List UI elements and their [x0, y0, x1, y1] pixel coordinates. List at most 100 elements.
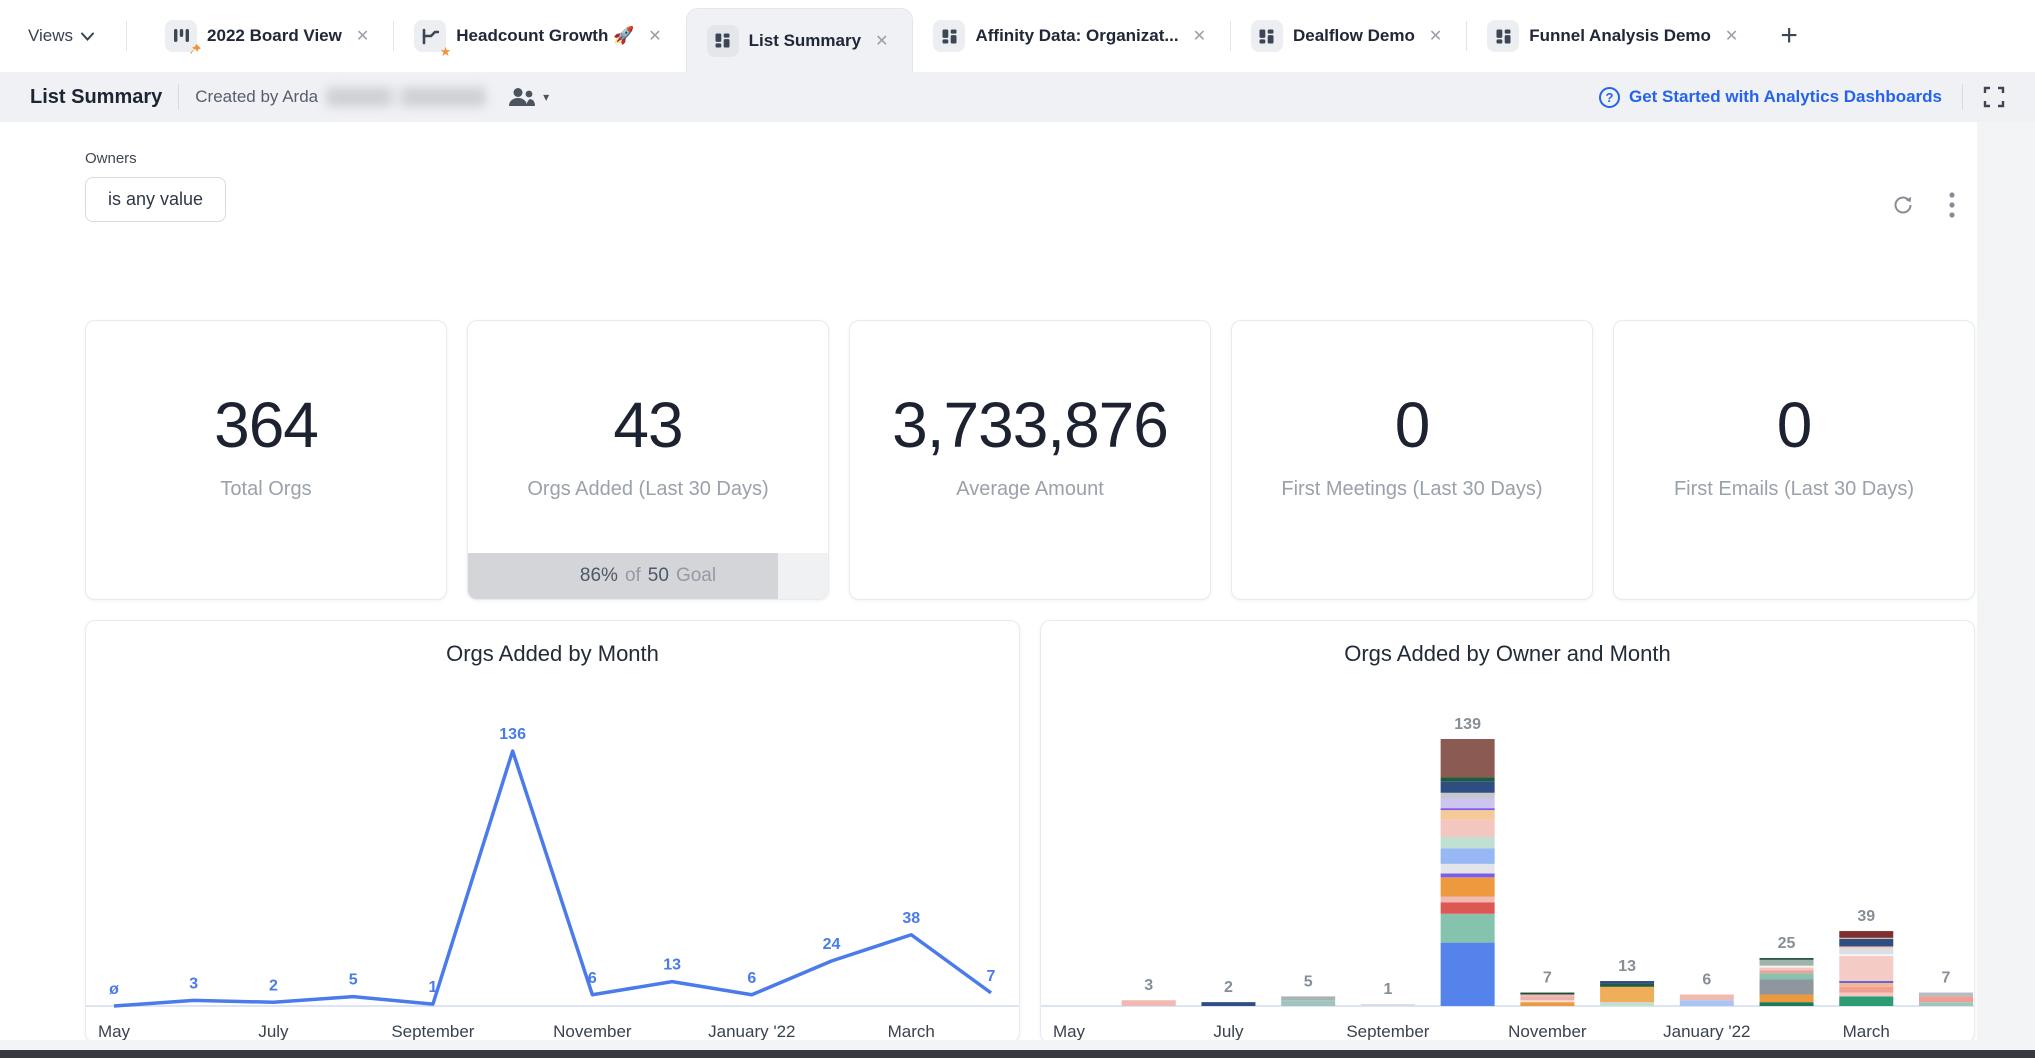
tab-label: Funnel Analysis Demo	[1529, 26, 1711, 45]
bar-chart-title: Orgs Added by Owner and Month	[1344, 641, 1671, 666]
people-icon	[509, 88, 536, 106]
get-started-link[interactable]: ? Get Started with Analytics Dashboards	[1599, 86, 1942, 108]
share-members-button[interactable]: ▾	[508, 87, 549, 107]
svg-text:November: November	[1508, 1022, 1587, 1041]
tab-divider	[1466, 21, 1468, 51]
tab-affinity-data-organizat[interactable]: Affinity Data: Organizat... ✕	[913, 0, 1229, 72]
svg-text:1: 1	[428, 979, 437, 996]
svg-text:3: 3	[189, 975, 198, 992]
line-chart-title: Orgs Added by Month	[446, 641, 659, 666]
tab-headcount-growth[interactable]: ★ Headcount Growth 🚀 ✕	[394, 0, 685, 72]
dashboard-grid-icon	[1250, 20, 1283, 52]
close-tab-icon[interactable]: ✕	[1428, 28, 1443, 45]
svg-text:6: 6	[747, 970, 756, 987]
kpi-value: 0	[1776, 388, 1813, 461]
views-dropdown[interactable]: Views	[28, 26, 108, 46]
svg-text:2: 2	[1224, 979, 1233, 996]
kpi-label: First Meetings (Last 30 Days)	[1281, 477, 1543, 500]
svg-text:1: 1	[1383, 981, 1392, 998]
question-icon: ?	[1599, 86, 1620, 108]
caret-down-icon: ▾	[543, 90, 550, 104]
tab-list-summary[interactable]: List Summary ✕	[685, 8, 914, 72]
svg-text:24: 24	[823, 936, 841, 953]
goal-progress-text: 86% of 50 Goal	[579, 565, 717, 586]
goal-progress-bar: 86% of 50 Goal	[468, 553, 828, 599]
close-tab-icon[interactable]: ✕	[1192, 28, 1206, 45]
close-tab-icon[interactable]: ✕	[875, 32, 889, 50]
right-gutter	[1977, 122, 2035, 1050]
svg-text:6: 6	[588, 970, 597, 987]
svg-text:March: March	[888, 1022, 935, 1041]
tab-2022-board-view[interactable]: 2022 Board View ✕	[145, 0, 393, 72]
creator-name-redacted	[326, 87, 487, 107]
divider	[1962, 84, 1963, 110]
kpi-card-first-emails-last-30-days: 0 First Emails (Last 30 Days)	[1613, 320, 1975, 600]
svg-text:July: July	[258, 1022, 289, 1041]
tab-dealflow-demo[interactable]: Dealflow Demo ✕	[1231, 0, 1466, 72]
svg-text:2: 2	[269, 977, 278, 994]
kebab-menu-icon	[1949, 192, 1955, 218]
dashboard-grid-icon	[706, 24, 739, 57]
kpi-label: First Emails (Last 30 Days)	[1673, 477, 1915, 500]
bar-chart-card: Orgs Added by Owner and Month 3 2 5 1 139 7 13…	[1040, 620, 1975, 1043]
divider	[126, 21, 128, 51]
kpi-label: Total Orgs	[220, 477, 312, 500]
svg-text:ø: ø	[109, 981, 119, 998]
svg-text:7: 7	[1543, 970, 1552, 987]
svg-text:136: 136	[499, 726, 526, 743]
kpi-value: 43	[613, 388, 683, 461]
close-tab-icon[interactable]: ✕	[1724, 28, 1739, 45]
kpi-value: 364	[214, 388, 319, 461]
svg-text:7: 7	[1942, 970, 1951, 987]
svg-text:September: September	[1346, 1022, 1429, 1041]
close-tab-icon[interactable]: ✕	[648, 28, 662, 45]
kpi-card-first-meetings-last-30-days: 0 First Meetings (Last 30 Days)	[1231, 320, 1593, 600]
kpi-card-average-amount: 3,733,876 Average Amount	[849, 320, 1211, 600]
svg-text:25: 25	[1778, 935, 1796, 952]
kpi-card-orgs-added-last-30-days: 43 Orgs Added (Last 30 Days) 86% of 50 Goal	[467, 320, 829, 600]
chevron-down-icon	[81, 32, 95, 41]
dashboard-grid-icon	[1487, 20, 1520, 52]
tab-funnel-analysis-demo[interactable]: Funnel Analysis Demo ✕	[1467, 0, 1762, 72]
svg-text:13: 13	[1618, 958, 1636, 975]
kpi-label: Orgs Added (Last 30 Days)	[527, 477, 769, 500]
fullscreen-icon[interactable]	[1983, 86, 2005, 108]
kpi-card-total-orgs: 364 Total Orgs	[85, 320, 447, 600]
svg-text:139: 139	[1454, 716, 1481, 733]
svg-text:January '22: January '22	[708, 1022, 795, 1041]
svg-text:6: 6	[1702, 971, 1711, 988]
tab-divider	[1229, 21, 1231, 51]
kpi-label: Average Amount	[956, 477, 1104, 500]
kanban-board-icon	[165, 20, 202, 54]
svg-text:13: 13	[663, 957, 681, 974]
kpi-value: 3,733,876	[892, 388, 1169, 461]
svg-text:5: 5	[349, 972, 358, 989]
dashboard-content: Owners is any value 364 Total Orgs 43 Orgs …	[0, 122, 2035, 1050]
tab-label: List Summary	[748, 30, 862, 50]
created-by: Created by Arda	[195, 87, 487, 107]
svg-text:May: May	[98, 1022, 131, 1041]
line-chart-icon: ★	[414, 20, 451, 58]
tab-label: Affinity Data: Organizat...	[975, 26, 1179, 45]
svg-text:38: 38	[902, 910, 920, 927]
more-options-button[interactable]	[1949, 192, 1955, 218]
refresh-icon	[1894, 196, 1912, 214]
svg-text:November: November	[553, 1022, 632, 1041]
svg-text:July: July	[1213, 1022, 1244, 1041]
views-label: Views	[28, 26, 74, 45]
add-tab-button[interactable]: +	[1780, 19, 1798, 52]
goal-progress-fill	[468, 553, 778, 599]
refresh-button[interactable]	[1891, 193, 1915, 217]
close-tab-icon[interactable]: ✕	[355, 28, 370, 45]
svg-text:5: 5	[1304, 973, 1313, 990]
svg-text:March: March	[1843, 1022, 1890, 1041]
dashboard-grid-icon	[933, 20, 966, 52]
tab-divider	[393, 21, 395, 51]
dashboard-header: List Summary Created by Arda ▾ ? Get Sta…	[0, 72, 2035, 122]
svg-text:May: May	[1053, 1022, 1086, 1041]
line-chart-card: Orgs Added by Month ø 3 2 5 1 136 6 13 6 24 38 7 May…	[85, 620, 1020, 1043]
owners-filter-button[interactable]: is any value	[85, 177, 227, 222]
svg-text:7: 7	[987, 968, 996, 985]
